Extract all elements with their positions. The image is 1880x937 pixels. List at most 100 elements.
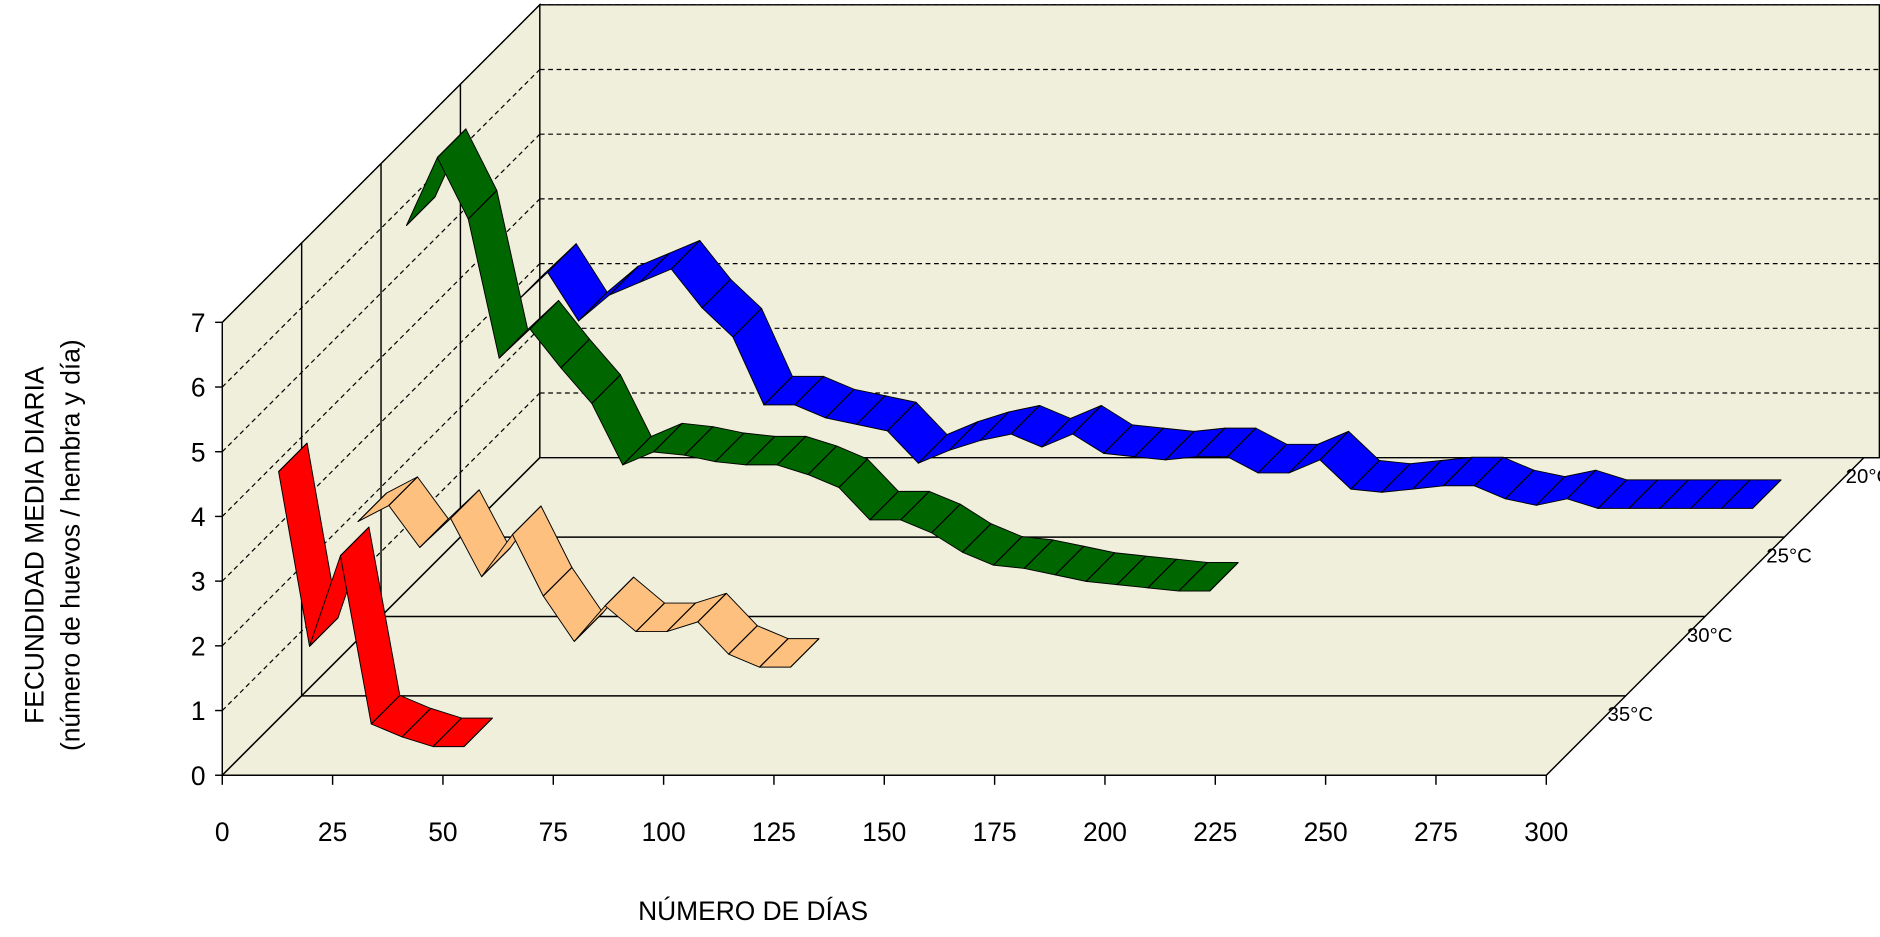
- data-point: [794, 375, 824, 406]
- y-tick-label: 5: [191, 437, 206, 467]
- data-point: [1690, 479, 1720, 509]
- data-point: [1350, 460, 1380, 490]
- x-tick-label: 150: [862, 817, 906, 847]
- data-point: [962, 523, 992, 553]
- y-tick-label: 0: [191, 761, 206, 791]
- data-point: [979, 411, 1010, 441]
- data-point: [714, 432, 745, 463]
- data-point: [869, 490, 899, 521]
- data-point: [419, 518, 449, 548]
- y-axis-subtitle: (número de huevos / hembra y día): [56, 339, 86, 751]
- data-point: [1659, 479, 1689, 509]
- data-point: [807, 445, 838, 475]
- data-point: [370, 694, 401, 725]
- data-point: [790, 638, 820, 668]
- x-tick-label: 300: [1524, 817, 1568, 847]
- labels: 0 1 2 3 4 5 6 7 0 25 50 75 100 125 150 175 200 225 250 275 3…: [191, 308, 1880, 847]
- data-point: [498, 329, 529, 359]
- data-point: [697, 592, 727, 623]
- y-tick-label: 2: [191, 631, 206, 661]
- data-point: [1072, 405, 1102, 435]
- data-point: [1178, 562, 1208, 592]
- data-point: [547, 243, 577, 273]
- grid: [215, 4, 1880, 785]
- back-wall: [539, 4, 1880, 459]
- data-point: [776, 435, 807, 466]
- data-point: [1381, 463, 1411, 493]
- data-point: [684, 426, 714, 456]
- data-point: [1257, 443, 1288, 474]
- data-point: [604, 576, 635, 607]
- ribbon: [405, 128, 1239, 592]
- data-point: [948, 421, 979, 451]
- data-point: [1288, 443, 1319, 474]
- data-point: [1116, 555, 1146, 585]
- data-point: [560, 338, 590, 369]
- marks: [278, 128, 1782, 748]
- data-point: [309, 617, 339, 647]
- x-tick-label: 250: [1304, 817, 1348, 847]
- data-point: [745, 435, 776, 466]
- data-point: [1054, 545, 1085, 576]
- data-point: [1504, 469, 1535, 500]
- data-point: [666, 602, 696, 633]
- x-axis-title: NÚMERO DE DÍAS: [638, 896, 868, 926]
- data-point: [759, 638, 789, 668]
- data-point: [436, 128, 467, 158]
- data-point: [1535, 476, 1566, 506]
- data-point: [1103, 424, 1133, 454]
- data-point: [701, 278, 732, 309]
- data-point: [993, 536, 1023, 566]
- walls: [220, 3, 1880, 777]
- data-point: [1752, 479, 1782, 509]
- x-tick-label: 100: [642, 817, 686, 847]
- data-point: [1443, 456, 1473, 487]
- y-axis-title: FECUNDIDAD MEDIA DIARIA: [20, 366, 50, 724]
- data-point: [887, 401, 917, 432]
- data-point: [917, 434, 948, 464]
- data-point: [609, 265, 639, 296]
- data-point: [1474, 456, 1504, 487]
- data-point: [542, 567, 573, 597]
- data-point: [635, 602, 665, 633]
- data-point: [529, 300, 559, 330]
- data-point: [1597, 479, 1627, 509]
- data-point: [1319, 430, 1349, 461]
- legend-label: 20°C: [1846, 466, 1880, 488]
- data-point: [339, 526, 370, 557]
- legend-label: 35°C: [1608, 704, 1653, 726]
- data-point: [728, 625, 758, 655]
- x-tick-label: 50: [428, 817, 457, 847]
- data-point: [481, 547, 511, 578]
- data-point: [1010, 405, 1040, 435]
- data-point: [450, 489, 480, 519]
- data-point: [1195, 427, 1226, 458]
- data-point: [1412, 460, 1442, 490]
- data-point: [900, 490, 930, 521]
- data-point: [1226, 427, 1257, 458]
- data-point: [578, 291, 608, 322]
- data-point: [467, 190, 498, 220]
- legend-label: 30°C: [1687, 625, 1733, 647]
- data-point: [591, 374, 621, 404]
- data-point: [1165, 430, 1195, 461]
- data-point: [931, 503, 961, 534]
- data-point: [1209, 562, 1239, 592]
- data-point: [406, 196, 436, 226]
- y-tick-label: 6: [191, 373, 206, 403]
- x-tick-label: 25: [318, 817, 347, 847]
- data-point: [1041, 418, 1071, 448]
- data-point: [357, 492, 387, 523]
- data-point: [1721, 479, 1751, 509]
- data-point: [856, 395, 886, 425]
- x-tick-label: 200: [1083, 817, 1127, 847]
- x-tick-label: 175: [973, 817, 1017, 847]
- data-point: [1134, 427, 1164, 458]
- data-point: [670, 240, 701, 270]
- data-point: [388, 476, 418, 506]
- data-point: [1628, 479, 1658, 509]
- data-point: [512, 505, 542, 535]
- data-point: [463, 717, 493, 747]
- data-point: [825, 388, 855, 419]
